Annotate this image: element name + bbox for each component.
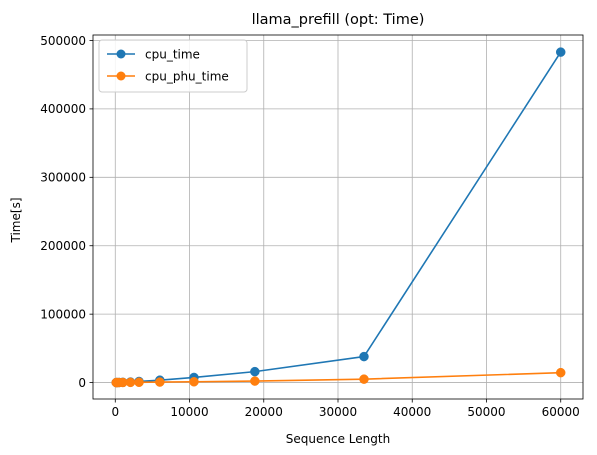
- data-point-cpu_phu_time: [125, 377, 136, 388]
- x-tick-label: 40000: [393, 405, 431, 419]
- legend-label-cpu_phu_time: cpu_phu_time: [145, 69, 229, 83]
- x-axis-label: Sequence Length: [286, 432, 390, 446]
- chart-title: llama_prefill (opt: Time): [252, 12, 425, 28]
- x-tick-label: 20000: [245, 405, 283, 419]
- legend-label-cpu_time: cpu_time: [145, 47, 200, 61]
- legend-marker-cpu_time: [116, 49, 126, 59]
- y-tick-label: 100000: [40, 307, 86, 321]
- x-tick-label: 30000: [319, 405, 357, 419]
- grid-lines: [93, 35, 583, 399]
- series-cpu_phu_time: [111, 367, 566, 388]
- y-axis-label: Time[s]: [9, 198, 23, 244]
- data-point-cpu_time: [359, 351, 369, 362]
- y-tick-label: 0: [78, 376, 86, 390]
- data-point-cpu_phu_time: [155, 377, 165, 387]
- legend: cpu_time cpu_phu_time: [98, 39, 248, 93]
- x-tick-label: 10000: [170, 405, 208, 419]
- y-tick-label: 300000: [40, 171, 86, 185]
- data-point-cpu_time: [250, 366, 260, 377]
- legend-marker-cpu_phu_time: [116, 71, 126, 81]
- y-tick-label: 400000: [40, 102, 86, 116]
- data-point-cpu_phu_time: [134, 377, 144, 388]
- data-point-cpu_phu_time: [359, 374, 369, 384]
- x-tick-label: 60000: [542, 405, 580, 419]
- x-tick-label: 0: [111, 405, 119, 419]
- data-point-cpu_phu_time: [555, 367, 566, 378]
- data-point-cpu_phu_time: [189, 377, 199, 387]
- y-tick-label: 200000: [40, 239, 86, 253]
- legend-box: [98, 39, 248, 93]
- legend-item-cpu_time: cpu_time: [107, 47, 200, 61]
- axis-ticks: 0 10000 20000 30000 40000 50000 60000 0 100000 20…: [40, 34, 580, 419]
- y-tick-label: 500000: [40, 34, 86, 48]
- data-series: [111, 47, 566, 388]
- legend-item-cpu_phu_time: cpu_phu_time: [107, 69, 229, 83]
- data-point-cpu_phu_time: [250, 376, 260, 386]
- data-point-cpu_time: [555, 47, 566, 57]
- x-tick-label: 50000: [467, 405, 505, 419]
